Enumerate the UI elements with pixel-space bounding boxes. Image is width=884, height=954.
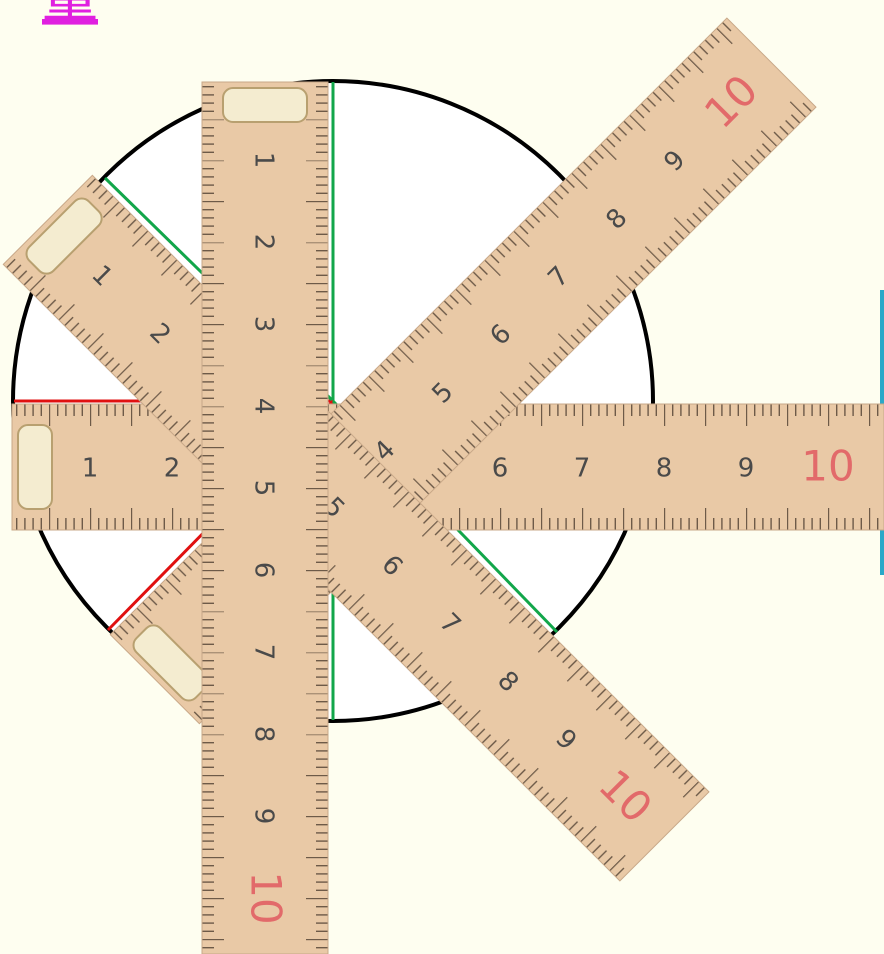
ruler-number: 2 xyxy=(164,454,181,484)
ruler-number: 4 xyxy=(249,398,279,415)
ruler-number: 1 xyxy=(249,152,279,169)
ruler-vial xyxy=(223,88,307,122)
ruler-number: 8 xyxy=(249,726,279,743)
ruler-number: 3 xyxy=(249,316,279,333)
title[interactable]: 量 xyxy=(42,0,98,30)
ruler-number: 10 xyxy=(242,871,291,924)
ruler-number: 6 xyxy=(492,454,509,484)
ruler-number: 5 xyxy=(249,480,279,497)
scene: 量 126789104567891012567891012345678910 xyxy=(0,0,884,954)
ruler-number: 6 xyxy=(249,562,279,579)
ruler-number: 7 xyxy=(249,644,279,661)
ruler-number: 8 xyxy=(656,454,673,484)
ruler-number: 9 xyxy=(249,808,279,825)
ruler: 1 2 3 4 5 6 7 8 9 10 xyxy=(202,82,328,954)
ruler-vial xyxy=(18,425,52,509)
ruler-number: 10 xyxy=(801,442,854,491)
ruler-number: 7 xyxy=(574,454,591,484)
ruler-number: 9 xyxy=(738,454,755,484)
ruler-number: 2 xyxy=(249,234,279,251)
ruler-number: 1 xyxy=(82,454,99,484)
